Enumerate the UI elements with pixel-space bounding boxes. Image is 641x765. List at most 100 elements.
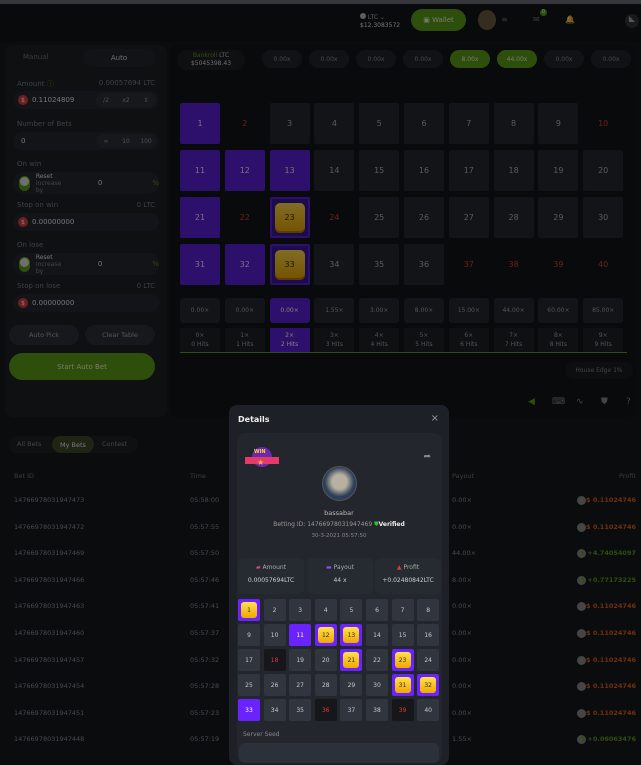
ten-button[interactable]: 10 [122, 137, 130, 145]
stop-lose-input[interactable]: $0.00000000 [13, 294, 159, 312]
keno-tile[interactable]: 31 [180, 244, 220, 285]
table-row[interactable]: 14766978031947469 05:57:50 44.00× $ +4.7405… [14, 549, 636, 561]
keno-tile[interactable]: 25 [359, 197, 400, 238]
bet-time: 05:57:37 [190, 629, 220, 637]
user-avatar[interactable] [478, 10, 496, 30]
clear-table-button[interactable]: Clear Table [85, 325, 155, 345]
stop-win-input[interactable]: $0.00000000 [13, 213, 159, 231]
keno-tile[interactable]: 24 [314, 197, 355, 238]
server-seed-field[interactable] [239, 743, 439, 763]
header-payout: Payout [452, 472, 475, 480]
table-row[interactable]: 14766978031947466 05:57:46 8.00× $ +0.77173… [14, 575, 636, 588]
reset-toggle[interactable] [19, 175, 30, 191]
close-icon[interactable]: × [430, 413, 439, 424]
bell-icon[interactable]: 🔔 [565, 15, 575, 24]
balance-selector[interactable]: LTC ⌄ $12.3083572 [360, 13, 400, 30]
start-auto-bet-button[interactable]: Start Auto Bet [9, 353, 155, 380]
ltc-icon [360, 13, 366, 19]
menu-icon[interactable]: ≡ [501, 15, 508, 24]
keno-tile[interactable]: 7 [448, 103, 489, 144]
fairness-icon[interactable]: ⛊ [601, 397, 608, 407]
tab-manual[interactable]: Manual [23, 53, 49, 61]
keno-tile[interactable]: 11 [180, 150, 220, 191]
wallet-label: Wallet [432, 16, 454, 24]
keno-tile[interactable]: 13 [269, 150, 310, 191]
gem-icon: 31 [394, 677, 411, 693]
auto-pick-button[interactable]: Auto Pick [9, 325, 79, 345]
tab-my-bets[interactable]: My Bets [52, 436, 94, 453]
keno-tile[interactable]: 32 [224, 244, 265, 285]
table-row[interactable]: 14766978031947472 05:57:55 0.00× $ 0.110247… [14, 522, 636, 535]
keno-tile[interactable]: 17 [448, 150, 489, 191]
lose-value: 0 [97, 260, 103, 268]
keno-tile[interactable]: 4 [314, 103, 355, 144]
keno-tile[interactable]: 21 [180, 197, 220, 238]
double-button[interactable]: x2 [122, 96, 130, 104]
sound-icon[interactable]: ◀ [528, 397, 535, 407]
table-row[interactable]: 14766978031947451 05:57:23 0.00× $ 0.110247… [14, 708, 636, 721]
tab-all-bets[interactable]: All Bets [17, 440, 42, 448]
reset-toggle[interactable] [19, 256, 30, 272]
stepper-icon[interactable]: ⇕ [143, 96, 149, 104]
keno-tile[interactable]: 20 [583, 150, 624, 191]
keno-tile[interactable]: 30 [583, 197, 624, 238]
tab-contest[interactable]: Contest [102, 440, 128, 448]
help-icon[interactable]: ? [626, 397, 631, 407]
wallet-button[interactable]: ▣ Wallet [411, 9, 466, 31]
keno-tile[interactable]: 37 [448, 244, 489, 285]
keno-tile[interactable]: 1 [180, 103, 220, 144]
keno-tile[interactable]: 3 [269, 103, 310, 144]
keno-tile[interactable]: 16 [404, 150, 444, 191]
hundred-button[interactable]: 100 [140, 137, 152, 145]
currency: LTC [367, 14, 378, 21]
keno-tile[interactable]: 35 [359, 244, 400, 285]
mail-icon[interactable]: ✉ [533, 15, 540, 24]
keno-tile[interactable]: 34 [314, 244, 355, 285]
share-icon[interactable]: ➦ [423, 452, 431, 462]
table-row[interactable]: 14766978031947448 05:57:19 1.55× $ +0.06063… [14, 735, 636, 747]
table-row[interactable]: 14766978031947460 05:57:37 0.00× $ 0.110247… [14, 629, 636, 641]
keno-tile[interactable]: 14 [314, 150, 355, 191]
bets-input[interactable]: 0 ∞ 10 100 [13, 132, 159, 150]
on-win-field[interactable]: Reset Increase by 0% [13, 172, 159, 194]
table-row[interactable]: 14766978031947457 05:57:32 0.00× $ 0.110247… [14, 655, 636, 668]
keno-tile[interactable]: 15 [359, 150, 400, 191]
table-row[interactable]: 14766978031947463 05:57:41 0.00× $ 0.110247… [14, 602, 636, 614]
keyboard-icon[interactable]: ⌨ [552, 397, 565, 407]
keno-tile[interactable]: 29 [538, 197, 579, 238]
keno-tile[interactable]: 19 [538, 150, 579, 191]
keno-tile[interactable]: 33 [269, 244, 310, 285]
table-row[interactable]: 14766978031947454 05:57:28 0.00× $ 0.110247… [14, 682, 636, 694]
hits-multiplier: 6× [464, 332, 474, 339]
keno-tile[interactable]: 18 [493, 150, 534, 191]
infinite-button[interactable]: ∞ [103, 137, 109, 145]
keno-tile[interactable]: 39 [538, 244, 579, 285]
keno-tile[interactable]: 40 [583, 244, 624, 285]
keno-tile[interactable]: 28 [493, 197, 534, 238]
table-row[interactable]: 1476697803194​7473 05:58:00 0.00× $ 0.11024… [14, 496, 636, 508]
keno-tile[interactable]: 27 [448, 197, 489, 238]
keno-tile[interactable]: 8 [493, 103, 534, 144]
keno-tile[interactable]: 12 [224, 150, 265, 191]
on-lose-field[interactable]: Reset Increase by 0% [13, 253, 159, 275]
stats-icon[interactable]: ∿ [576, 397, 584, 407]
keno-tile[interactable]: 5 [359, 103, 400, 144]
keno-tile[interactable]: 6 [404, 103, 444, 144]
keno-tile[interactable]: 23 [269, 197, 310, 238]
keno-tile[interactable]: 26 [404, 197, 444, 238]
modal-tile: 20 [314, 649, 337, 671]
keno-tile[interactable]: 2 [224, 103, 265, 144]
amount-input[interactable]: $0.11024809 /2 x2 ⇕ [13, 91, 159, 109]
keno-tile[interactable]: 38 [493, 244, 534, 285]
reset-label: Reset [35, 172, 53, 180]
modal-tile: 35 [289, 699, 312, 721]
keno-tile[interactable]: 36 [404, 244, 444, 285]
gem-icon: 12 [317, 627, 334, 643]
tab-auto[interactable]: Auto [83, 49, 155, 67]
chat-icon[interactable]: ◣ [625, 14, 639, 28]
keno-tile[interactable]: 22 [224, 197, 265, 238]
keno-tile[interactable]: 10 [583, 103, 624, 144]
half-button[interactable]: /2 [103, 96, 109, 104]
keno-tile[interactable]: 9 [538, 103, 579, 144]
